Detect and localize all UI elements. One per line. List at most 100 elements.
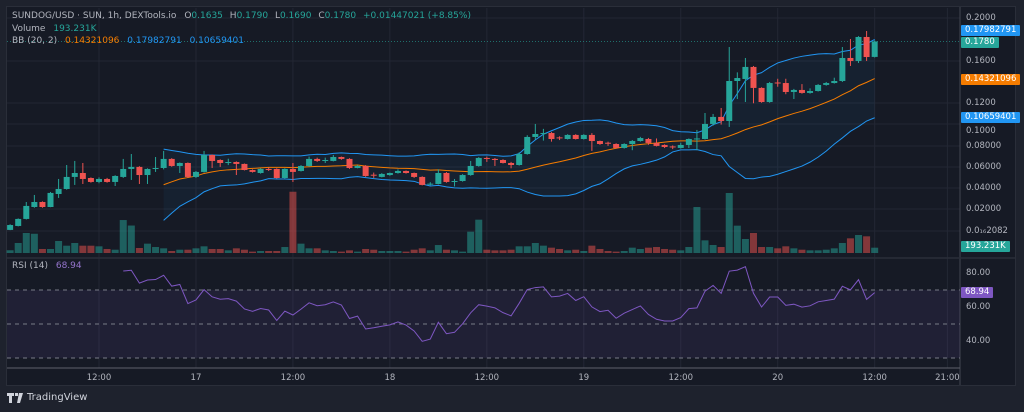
volume-bar-up — [467, 231, 475, 253]
bb-label[interactable]: BB (20, 2) — [12, 36, 58, 46]
candle-body — [863, 36, 870, 58]
volume-bar-down — [410, 249, 418, 253]
bb-lower-value: 0.10659401 — [189, 36, 244, 46]
bb-basis-line — [163, 78, 875, 186]
candle-body — [855, 36, 862, 61]
candle-body — [55, 188, 62, 194]
candle-up — [71, 160, 78, 185]
candle-body — [87, 178, 94, 182]
bb-upper-value: 0.17982791 — [127, 36, 182, 46]
price-tick-label: 0.1200 — [966, 98, 996, 108]
candle-up — [580, 134, 587, 140]
volume-bar-down — [135, 248, 143, 253]
open-value: 0.1635 — [191, 11, 223, 21]
candle-up — [55, 178, 62, 198]
candle-body — [508, 162, 515, 166]
candle-up — [201, 150, 208, 173]
candle-up — [540, 128, 547, 141]
candle-body — [556, 137, 563, 139]
candle-up — [807, 88, 814, 94]
candle-body — [839, 57, 846, 82]
candle-body — [144, 168, 151, 176]
candle-body — [815, 84, 822, 92]
volume-bar-up — [127, 225, 135, 253]
candle-body — [451, 180, 458, 182]
symbol-legend: SUNDOG/USD · SUN, 1h, DEXTools.io O0.163… — [12, 11, 476, 22]
tradingview-logo[interactable]: TradingView — [7, 392, 87, 403]
high-value: 0.1790 — [236, 11, 269, 21]
volume-bar-up — [636, 248, 644, 253]
candle-down — [168, 158, 175, 167]
volume-bar-down — [863, 236, 871, 253]
bb-legend: BB (20, 2) 0.14321096 0.17982791 0.10659… — [12, 36, 249, 47]
candle-down — [338, 156, 345, 160]
rsi-legend: RSI (14) 68.94 — [12, 261, 87, 272]
volume-bar-up — [426, 250, 434, 253]
candle-body — [588, 134, 595, 142]
candle-up — [112, 175, 119, 187]
bb-lower-tag: 0.10659401 — [961, 112, 1021, 123]
candle-up — [354, 165, 361, 169]
candle-body — [726, 81, 733, 121]
candle-down — [314, 157, 321, 162]
candle-down — [346, 158, 353, 169]
candle-up — [152, 157, 159, 172]
volume-bar-down — [782, 246, 790, 253]
volume-bar-down — [240, 249, 248, 253]
candle-body — [572, 134, 579, 139]
tradingview-logo-icon — [7, 392, 23, 403]
volume-bar-down — [79, 245, 87, 253]
candle-body — [459, 175, 466, 181]
volume-bar-up — [564, 250, 572, 253]
volume-bar-up — [192, 248, 200, 253]
candle-body — [427, 183, 434, 185]
volume-bar-down — [362, 248, 370, 253]
volume-bar-down — [168, 250, 176, 253]
candle-down — [718, 107, 725, 125]
bb-fill — [163, 39, 875, 221]
candle-down — [217, 159, 224, 167]
rsi-label[interactable]: RSI (14) — [12, 261, 48, 271]
candle-up — [306, 156, 313, 167]
candle-body — [645, 138, 652, 143]
volume-bar-down — [556, 248, 564, 253]
candle-down — [443, 172, 450, 183]
volume-bar-down — [758, 247, 766, 253]
candle-up — [144, 168, 151, 184]
volume-bar-up — [95, 246, 103, 253]
candle-up — [257, 168, 264, 174]
candle-up — [637, 136, 644, 142]
symbol-title[interactable]: SUNDOG/USD · SUN, 1h, DEXTools.io — [12, 11, 177, 21]
volume-bar-up — [55, 240, 63, 253]
volume-bar-up — [152, 247, 160, 253]
volume-bar-up — [22, 233, 30, 253]
volume-bar-down — [572, 249, 580, 253]
candle-up — [394, 169, 401, 174]
candle-body — [281, 168, 288, 179]
candle-body — [354, 165, 361, 168]
candle-down — [572, 134, 579, 140]
volume-bar-down — [644, 247, 652, 253]
volume-bar-up — [741, 238, 749, 253]
candle-up — [459, 174, 466, 182]
volume-bar-down — [798, 249, 806, 253]
candle-down — [782, 78, 789, 95]
candle-down — [136, 166, 143, 184]
candle-up — [475, 157, 482, 167]
candle-body — [314, 158, 321, 161]
chart-frame — [6, 6, 1016, 386]
candle-down — [548, 132, 555, 142]
rsi-tick-label: 60.00 — [966, 302, 991, 312]
candle-up — [31, 194, 38, 208]
volume-bar-up — [830, 248, 838, 253]
volume-bar-up — [200, 246, 208, 253]
candle-down — [605, 141, 612, 146]
candle-body — [217, 159, 224, 163]
candle-body — [629, 141, 636, 145]
volume-bar-down — [370, 249, 378, 253]
volume-label[interactable]: Volume — [12, 24, 46, 34]
candle-body — [750, 66, 757, 88]
candle-body — [500, 159, 506, 163]
candle-up — [7, 224, 14, 231]
